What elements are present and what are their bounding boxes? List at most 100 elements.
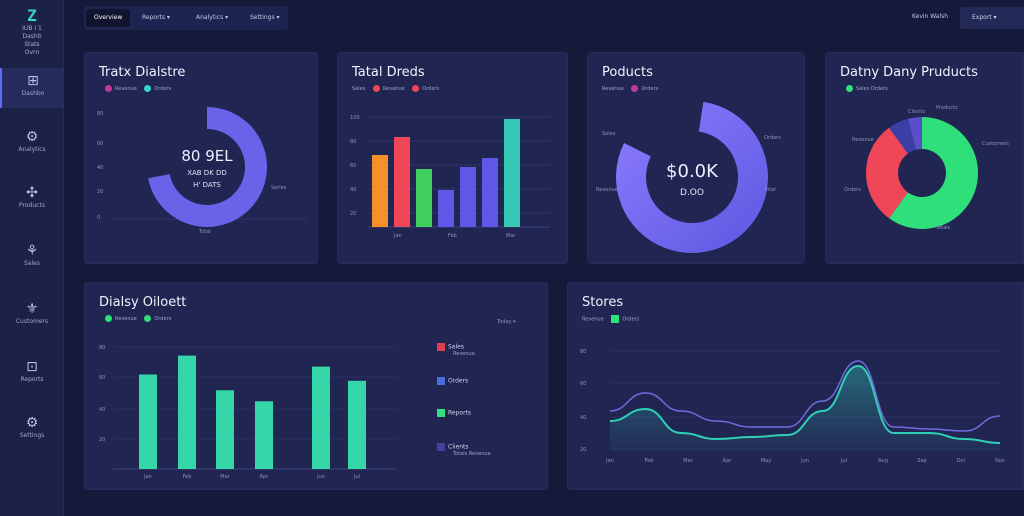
bar (178, 355, 196, 469)
legend-dot (105, 315, 112, 322)
donut-label: Orders (764, 135, 781, 141)
legend-label: Reports (448, 409, 472, 417)
card-title: Poducts (602, 65, 653, 80)
donut-center-value: $0.0K (666, 161, 719, 182)
tick-label: 40 (97, 165, 104, 171)
legend-sub: Totals Revenue (453, 451, 491, 457)
export-select[interactable]: Export ▾ (960, 7, 1024, 29)
tab-reports[interactable]: Reports ▾ (142, 14, 170, 21)
tick-label: 80 (97, 111, 104, 117)
area-fill (610, 366, 1000, 451)
sidebar-item-label: Customers (15, 318, 49, 325)
bar (312, 366, 330, 469)
series-line-revenue (609, 364, 1001, 444)
tick-label: 0 (97, 215, 101, 221)
x-label: Jan (605, 458, 614, 464)
legend-dot (105, 85, 112, 92)
tick-labels: 80 60 40 20 (580, 349, 586, 453)
reports-icon: ⊡ (26, 359, 38, 375)
user-name[interactable]: Kevin Walsh (912, 13, 949, 20)
legend-dot (631, 85, 639, 92)
sidebar-item-sales[interactable]: ⚘ Sales (0, 238, 64, 278)
sidebar-item-label: Dashbo (21, 90, 45, 97)
x-label: Jul (840, 458, 847, 464)
legend-row: Reports (431, 409, 471, 417)
sidebar-item-label: Analytics (18, 146, 46, 153)
legend-label: Orders (870, 86, 888, 92)
legend-label: Revenue (582, 316, 604, 323)
logo[interactable]: Z IUB I 1 Dashb Stats Ovrn (0, 6, 64, 57)
sales-icon: ⚘ (25, 243, 39, 259)
sidebar-item-label: Sales (24, 260, 40, 267)
bar (372, 155, 388, 227)
bar-chart-deals: 100 80 60 40 20 (350, 115, 550, 228)
pie-label: Orders (844, 187, 861, 193)
bar (482, 158, 498, 227)
x-label: Feb (183, 474, 192, 480)
card-legend: Revenue Orders (99, 315, 171, 322)
legend-row: Orders (431, 377, 468, 385)
legend-swatch (437, 343, 445, 351)
sidebar-item-settings[interactable]: ⚙ Settings (0, 410, 64, 450)
pie-label: Totals (936, 225, 951, 231)
card-legend: Sales Orders (840, 85, 888, 92)
tick-label: 60 (580, 381, 586, 387)
sidebar-item-dashboard[interactable]: ⊞ Dashbo (0, 68, 64, 108)
customers-icon: ⚜ (25, 301, 39, 317)
sidebar-item-customers[interactable]: ⚜ Customers (0, 296, 64, 336)
tick-label: 20 (350, 211, 356, 217)
tick-label: 20 (99, 437, 105, 443)
sidebar-item-products[interactable]: ✣ Products (0, 180, 64, 220)
sidebar-item-label: Settings (19, 432, 45, 439)
tab-settings[interactable]: Settings ▾ (250, 14, 280, 21)
legend-label: Orders (154, 86, 172, 92)
donut-center-sub-2: H' DATS (193, 181, 221, 189)
line-chart-stores: 80 60 40 20 Jan Feb Mar Apr May Jun Jul Aug Sep Oct N… (580, 349, 1005, 464)
legend-dot (144, 315, 152, 322)
tab-overview[interactable]: Overview (86, 9, 131, 27)
donut-label: Revenue (596, 187, 618, 193)
donut-slice (616, 101, 768, 253)
donut-slice (908, 117, 922, 150)
x-label: Mar (683, 458, 693, 464)
pie-label: Revenue (852, 137, 874, 143)
tab-analytics[interactable]: Analytics ▾ (196, 14, 229, 21)
bar (416, 169, 432, 227)
logo-line-2: Dashb (22, 33, 42, 40)
bar (394, 137, 410, 227)
legend-label: Orders (622, 316, 640, 323)
x-label: Mar (506, 233, 516, 239)
x-label: Jan (394, 233, 402, 239)
x-label: Apr (723, 458, 733, 464)
tick-labels: 80 60 40 20 (99, 345, 105, 443)
stores-card: Stores Revenue Orders 80 60 40 20 Jan Feb Mar… (567, 282, 1024, 490)
x-label: Jun (800, 458, 809, 464)
logo-mark: Z (27, 6, 37, 25)
legend-label: Orders (154, 316, 172, 322)
bar-marks (139, 355, 366, 469)
total-deals-card: Tatal Dreds Sales Revenue Orders 100 80 60… (337, 52, 568, 264)
card-title: Dialsy Oiloett (99, 295, 187, 310)
x-label: May (761, 458, 771, 464)
pie-label: Products (936, 105, 958, 111)
legend-label: Revenue (115, 316, 137, 322)
legend-label: Sales (856, 86, 870, 92)
bar (139, 374, 157, 469)
sidebar-item-reports[interactable]: ⊡ Reports (0, 354, 64, 394)
donut-right-label: Series (271, 185, 287, 191)
pie-label: Customers (982, 141, 1009, 147)
legend-swatch (437, 443, 445, 451)
card-title: Stores (582, 295, 624, 310)
donut-center-sub: D.OO (680, 188, 704, 198)
donut-center-sub-1: XAB DK DD (187, 169, 227, 177)
pie-chart-daily (866, 117, 978, 229)
donut-slice (889, 118, 917, 154)
legend-label: Revenue (115, 86, 137, 92)
x-label: Feb (645, 458, 654, 464)
sidebar-item-analytics[interactable]: ⚙ Analytics (0, 124, 64, 164)
card-title: Datny Dany Pruducts (840, 65, 978, 80)
bar (504, 119, 520, 227)
donut-chart-products: $0.0K D.OO (616, 101, 768, 253)
period-filter[interactable]: Today ▾ (497, 319, 516, 325)
bar (438, 190, 454, 227)
